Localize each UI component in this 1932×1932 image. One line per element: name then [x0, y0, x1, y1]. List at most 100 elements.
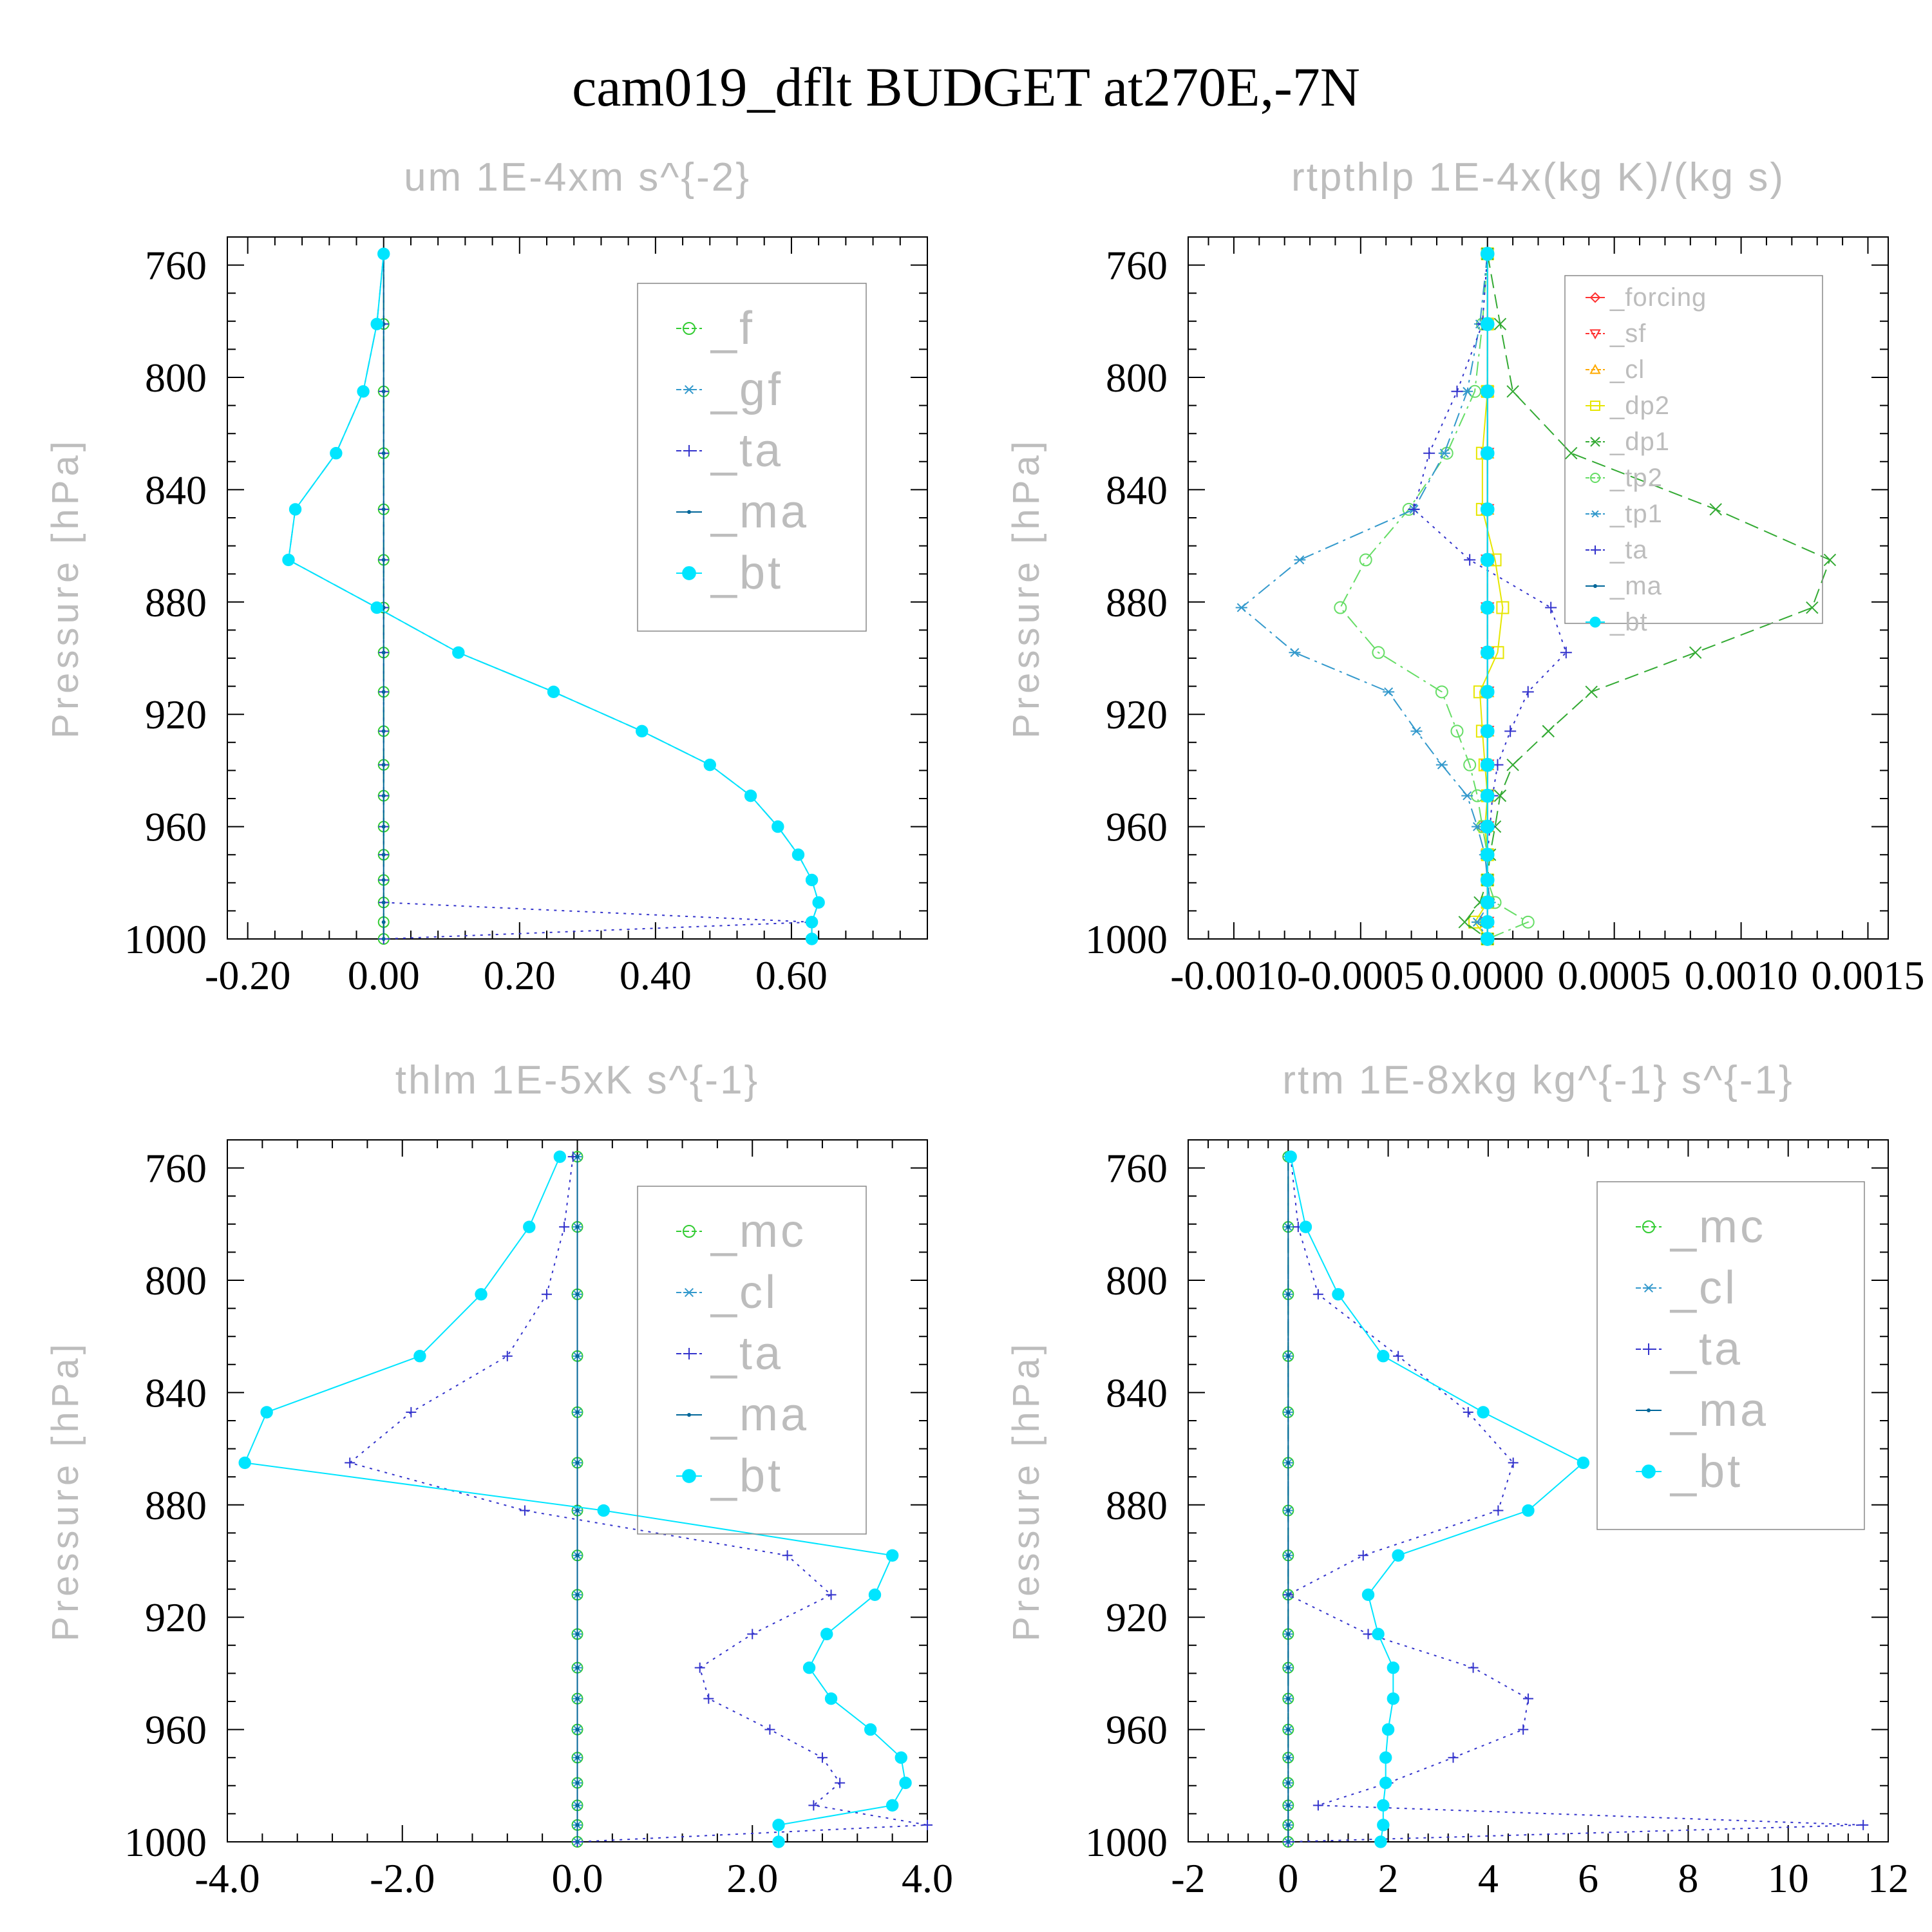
data-point	[922, 1819, 933, 1830]
x-tick-label: 6	[1578, 1855, 1598, 1901]
x-tick-label: 0.20	[484, 952, 556, 998]
legend: _mc _cl _ta _ma _bt	[637, 1186, 867, 1535]
y-tick-label: 960	[1106, 1707, 1168, 1753]
legend-label: _ta	[710, 425, 783, 477]
data-point	[1372, 646, 1385, 659]
y-tick-label: 760	[1106, 1146, 1168, 1191]
legend-label: _cl	[1609, 355, 1645, 384]
x-tick-label: 0.0	[552, 1855, 603, 1901]
data-point	[1542, 724, 1555, 738]
data-point	[523, 1220, 536, 1233]
legend-box	[1596, 1181, 1865, 1530]
data-point	[703, 758, 716, 772]
legend-marker	[1589, 363, 1601, 374]
data-point	[1286, 1508, 1291, 1513]
legend-label: _sf	[1609, 319, 1646, 348]
data-point	[1359, 553, 1372, 567]
y-tick-label: 760	[145, 1146, 207, 1191]
x-tick-label: 0.0000	[1431, 952, 1544, 998]
y-tick-label: 880	[1106, 580, 1168, 625]
legend-marker	[683, 1225, 696, 1238]
data-point	[547, 685, 560, 699]
data-point	[575, 1840, 580, 1844]
data-point	[1468, 1662, 1479, 1673]
data-point	[381, 451, 386, 455]
x-tick-label: 0.0005	[1558, 952, 1671, 998]
data-point	[868, 1588, 882, 1602]
data-point	[1480, 247, 1495, 261]
data-point	[1506, 385, 1519, 398]
data-point	[1480, 600, 1495, 615]
data-point	[899, 1776, 912, 1790]
data-point	[772, 1819, 785, 1832]
data-point	[1480, 724, 1495, 739]
legend-marker	[1643, 1343, 1654, 1355]
data-point	[575, 1553, 580, 1558]
plot-frame	[1188, 236, 1889, 940]
data-point	[502, 1350, 513, 1361]
data-point	[1560, 647, 1572, 659]
data-point	[1451, 385, 1463, 397]
panel-title: rtm 1E-8xkg kg^{-1} s^{-1}	[1282, 1058, 1794, 1103]
panel-2: rtpthlp 1E-4x(kg K)/(kg s) Pressure [hPa]…	[1005, 155, 1924, 998]
data-point	[1408, 503, 1420, 515]
series-bt	[238, 1150, 912, 1848]
y-tick-label: 760	[145, 243, 207, 289]
series-bt	[1480, 247, 1495, 946]
data-point	[575, 1354, 580, 1358]
legend-label: _cl	[1669, 1262, 1738, 1314]
data-point	[1448, 1752, 1459, 1763]
y-tick-label: 880	[145, 1482, 207, 1528]
legend-marker	[1590, 437, 1600, 447]
data-point	[782, 1550, 793, 1561]
data-point	[381, 878, 386, 882]
data-point	[1458, 916, 1471, 929]
legend-marker	[1642, 1464, 1656, 1479]
data-point	[1289, 648, 1301, 658]
data-point	[381, 558, 386, 562]
x-tick-label: -2.0	[370, 1855, 435, 1901]
data-point	[1286, 1593, 1291, 1597]
main-title: cam019_dflt BUDGET at270E,-7N	[572, 56, 1360, 118]
data-point	[377, 247, 390, 260]
data-point	[805, 873, 819, 887]
series-line	[1240, 254, 1491, 940]
data-point	[345, 1457, 355, 1468]
data-point	[802, 1661, 816, 1674]
series-ma	[1286, 1155, 1291, 1844]
legend-label: _dp2	[1609, 392, 1670, 420]
data-point	[1506, 758, 1519, 772]
data-point	[1480, 384, 1495, 399]
data-point	[1480, 757, 1495, 772]
y-axis-label: Pressure [hPa]	[1005, 437, 1047, 739]
series-line	[1340, 254, 1530, 940]
data-point	[1493, 1505, 1504, 1516]
y-tick-label: 840	[1106, 1370, 1168, 1416]
y-tick-label: 800	[1106, 355, 1168, 401]
plot-frame	[227, 236, 928, 940]
legend-label: _dp1	[1609, 428, 1670, 456]
data-point	[747, 1629, 758, 1640]
data-point	[1361, 1588, 1375, 1602]
data-point	[1480, 553, 1495, 567]
legend: _forcing _sf _cl _dp2 _dp1 _tp2 _tp1 _ta _ma _bt	[1564, 275, 1823, 636]
x-tick-label: 0.00	[348, 952, 420, 998]
legend-marker	[683, 445, 695, 457]
y-tick-label: 960	[145, 804, 207, 850]
series-ma	[381, 252, 386, 941]
data-point	[1463, 1406, 1473, 1417]
data-point	[575, 1225, 580, 1229]
data-point	[381, 853, 386, 857]
data-point	[812, 896, 825, 909]
data-point	[519, 1505, 530, 1516]
legend-marker	[1591, 510, 1600, 518]
data-point	[381, 824, 386, 829]
data-point	[1480, 848, 1495, 862]
data-point	[1493, 789, 1507, 802]
legend-label: _mc	[710, 1206, 806, 1257]
data-point	[1372, 1627, 1385, 1641]
data-point	[597, 1504, 610, 1517]
y-axis-label: Pressure [hPa]	[44, 437, 86, 739]
data-point	[1480, 317, 1495, 332]
data-point	[1381, 1723, 1395, 1736]
